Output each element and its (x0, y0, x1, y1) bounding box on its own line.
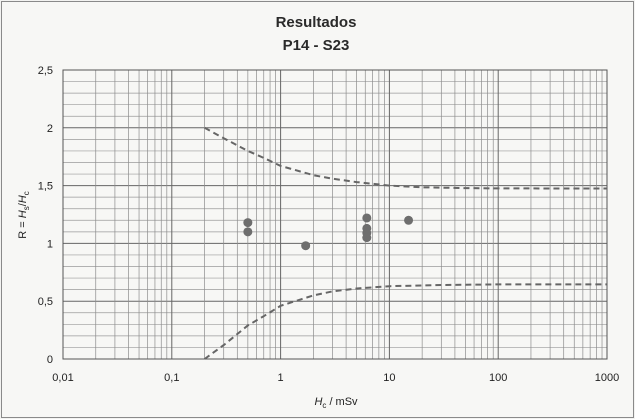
data-point (362, 233, 372, 243)
x-tick-label: 10 (383, 372, 395, 384)
x-tick-label: 1000 (595, 372, 619, 384)
data-points (243, 213, 414, 251)
chart-subtitle: P14 - S23 (283, 37, 350, 54)
y-tick-label: 0 (47, 354, 53, 366)
plot-area (62, 69, 608, 360)
y-tick-label: 2 (47, 123, 53, 135)
x-tick-label: 0,01 (52, 372, 73, 384)
limit-lines (204, 126, 608, 360)
lower-limit-line (204, 283, 607, 360)
y-axis-label: R = Hs/Hc (17, 191, 31, 238)
grid (62, 69, 608, 360)
data-point (404, 215, 414, 225)
x-axis-label: Hc / mSv (314, 396, 358, 410)
tick-labels: 0 0,5 1 1,5 2 2,5 0,01 0,1 1 10 100 1000 (38, 65, 620, 384)
data-point (243, 227, 253, 237)
y-tick-label: 2,5 (38, 65, 53, 77)
svg-text:R = Hs/Hc: R = Hs/Hc (17, 191, 31, 238)
data-point (301, 241, 311, 251)
chart-title: Resultados (276, 14, 357, 31)
y-tick-label: 1,5 (38, 181, 53, 193)
y-tick-label: 1 (47, 238, 53, 250)
data-point (362, 213, 372, 223)
y-tick-label: 0,5 (38, 296, 53, 308)
upper-limit-line (204, 126, 608, 190)
x-tick-label: 1 (278, 372, 284, 384)
x-tick-label: 100 (489, 372, 507, 384)
svg-text:Hc / mSv: Hc / mSv (314, 396, 358, 410)
x-tick-label: 0,1 (164, 372, 179, 384)
data-point (243, 218, 253, 228)
